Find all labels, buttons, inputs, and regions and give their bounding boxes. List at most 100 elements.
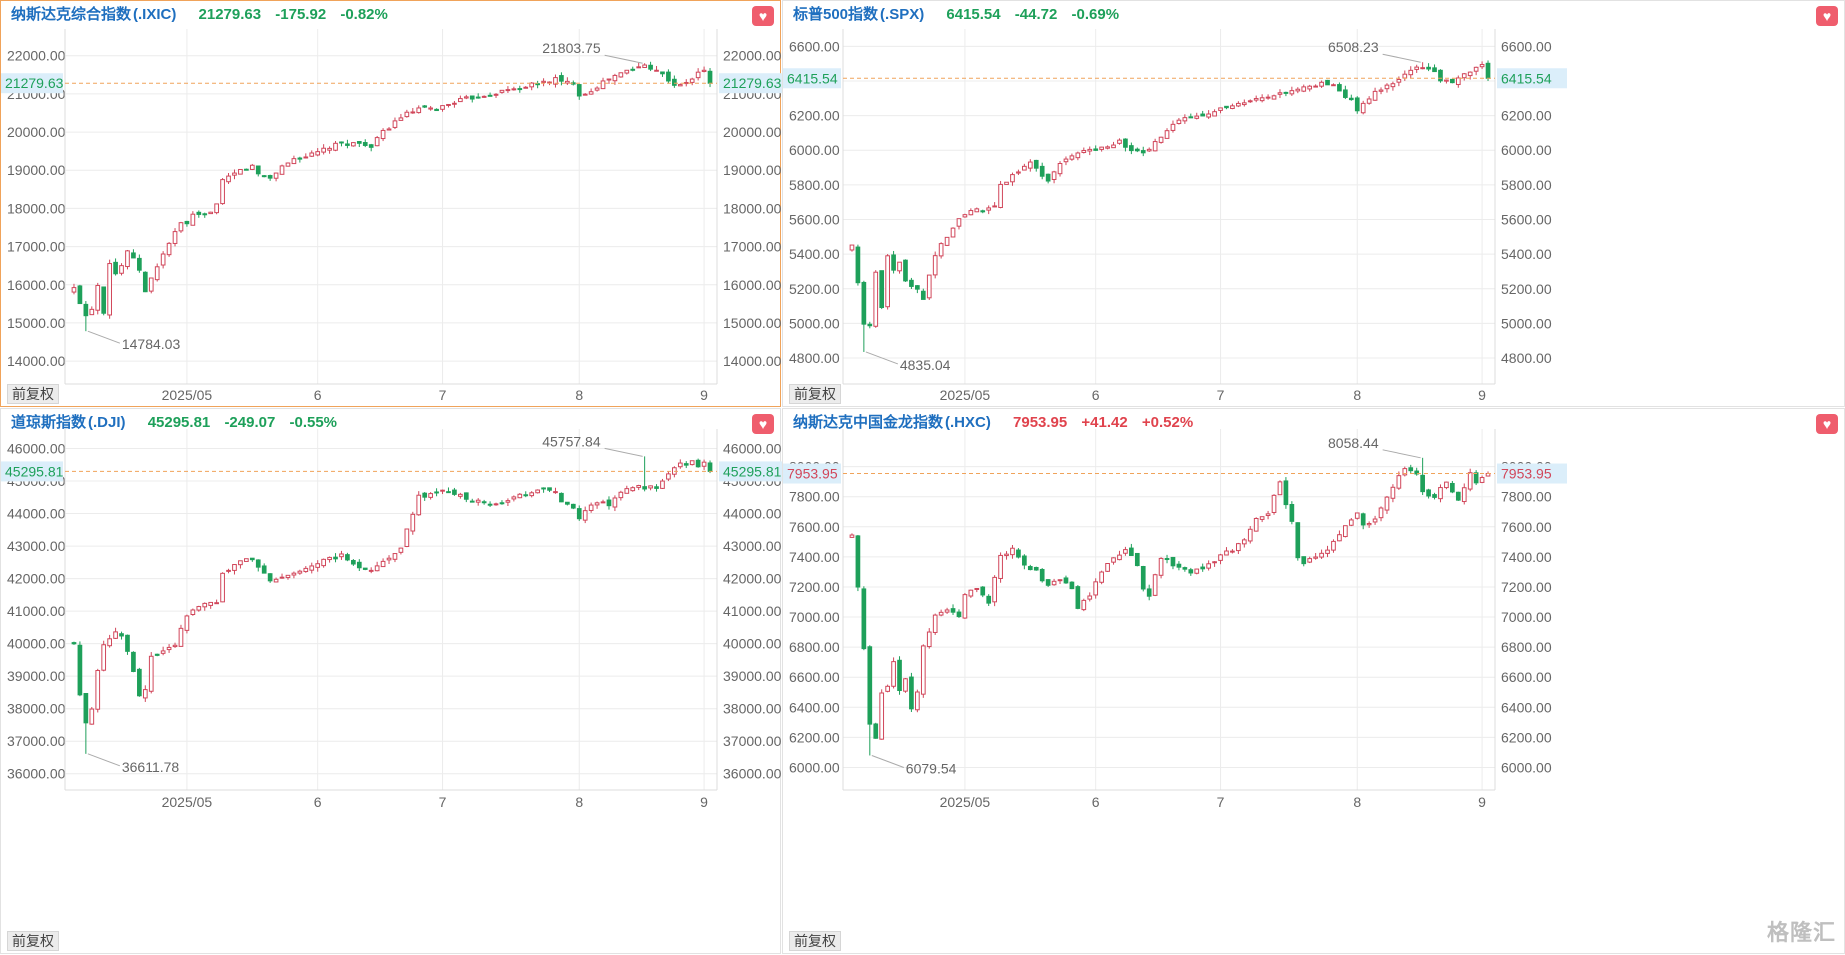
chart-panel-spx[interactable]: 标普500指数 (.SPX) 6415.54 -44.72 -0.69% ♥ 48… <box>782 0 1845 407</box>
candle-body <box>511 496 517 500</box>
candle-body <box>113 261 118 275</box>
candle-body <box>1069 581 1075 590</box>
index-change: +41.42 <box>1081 414 1128 431</box>
candle-body <box>119 265 124 274</box>
candle-body <box>1426 489 1431 497</box>
y-tick-label-right: 7200.00 <box>1501 579 1552 595</box>
y-tick-label-right: 18000.00 <box>723 200 782 216</box>
chart-panel-dji[interactable]: 道琼斯指数 (.DJI) 45295.81 -249.07 -0.55% ♥ 36… <box>0 408 789 955</box>
candle-body <box>1271 95 1277 100</box>
y-tick-label-right: 38000.00 <box>723 701 782 717</box>
low-annotation-leader <box>87 330 121 344</box>
adjust-price-button[interactable]: 前复权 <box>789 931 841 951</box>
candle-body <box>618 491 624 499</box>
candle-body <box>1087 595 1093 600</box>
candle-body <box>654 69 659 72</box>
candle-body <box>1325 79 1330 86</box>
y-tick-label-left: 14000.00 <box>7 353 66 369</box>
candle-body <box>244 558 249 562</box>
candle-body <box>368 144 374 148</box>
candle-body <box>463 96 469 99</box>
candle-body <box>1438 69 1443 82</box>
candle-body <box>1164 130 1170 139</box>
y-tick-label-right: 39000.00 <box>723 668 782 684</box>
y-tick-label-right: 42000.00 <box>723 571 782 587</box>
favorite-heart-icon[interactable]: ♥ <box>752 6 774 26</box>
candle-body <box>1241 539 1247 545</box>
candle-body <box>944 609 950 613</box>
candle-body <box>279 576 285 579</box>
candle-body <box>416 107 422 114</box>
candle-body <box>1010 547 1015 556</box>
chart-panel-hxc[interactable]: 纳斯达克中国金龙指数 (.HXC) 7953.95 +41.42 +0.52% ♥… <box>782 408 1845 954</box>
y-tick-label-right: 17000.00 <box>723 239 782 255</box>
adjust-price-button[interactable]: 前复权 <box>7 931 59 951</box>
candle-body <box>1158 136 1164 143</box>
favorite-heart-icon[interactable]: ♥ <box>1816 414 1838 434</box>
adjust-price-button[interactable]: 前复权 <box>789 384 841 404</box>
candlestick-chart[interactable]: 14000.00 14000.00 15000.00 15000.00 16000.00… <box>1 1 789 408</box>
candle-body <box>1194 568 1200 574</box>
candle-body <box>974 587 980 590</box>
candle-body <box>142 689 148 699</box>
candle-body <box>499 502 505 505</box>
candle-body <box>505 89 511 92</box>
candle-body <box>309 565 315 571</box>
candle-body <box>166 646 172 651</box>
x-tick-label: 6 <box>314 387 322 403</box>
candlestick-chart[interactable]: 36000.00 36000.00 37000.00 37000.00 38000.00… <box>1 409 789 955</box>
index-code: (.IXIC) <box>133 6 177 23</box>
index-name: 道琼斯指数 <box>11 414 87 431</box>
candle-body <box>392 553 398 560</box>
chart-panel-ixic[interactable]: 纳斯达克综合指数 (.IXIC) 21279.63 -175.92 -0.82% … <box>0 0 789 408</box>
candle-body <box>1343 89 1348 98</box>
favorite-heart-icon[interactable]: ♥ <box>1816 6 1838 26</box>
candle-body <box>636 485 642 488</box>
candle-body <box>695 459 701 468</box>
y-tick-label-right: 37000.00 <box>723 733 782 749</box>
last-price-tag-right <box>719 461 789 482</box>
candle-body <box>926 631 932 648</box>
candle-body <box>974 208 980 213</box>
candle-body <box>618 72 624 78</box>
candle-body <box>570 503 576 509</box>
y-tick-label-right: 16000.00 <box>723 277 782 293</box>
candle-body <box>1188 569 1194 574</box>
candle-body <box>273 578 279 583</box>
y-tick-label-right: 5000.00 <box>1501 315 1552 331</box>
candle-body <box>1265 96 1271 99</box>
candlestick-chart[interactable]: 4800.00 4800.00 5000.00 5000.00 5200.00 5200.… <box>783 1 1845 408</box>
y-tick-label-left: 6600.00 <box>789 38 840 54</box>
index-pct: -0.55% <box>289 414 338 431</box>
candle-body <box>493 503 499 506</box>
x-tick-label: 8 <box>1353 794 1361 810</box>
y-tick-label-left: 6600.00 <box>789 669 840 685</box>
candle-body <box>1051 171 1057 180</box>
y-tick-label-right: 14000.00 <box>723 353 782 369</box>
favorite-heart-icon[interactable]: ♥ <box>752 414 774 434</box>
candle-body <box>101 286 107 314</box>
adjust-price-button[interactable]: 前复权 <box>7 384 59 404</box>
candle-body <box>1063 158 1069 163</box>
candle-body <box>386 557 392 561</box>
candle-body <box>172 644 178 648</box>
high-annotation: 21803.75 <box>542 40 601 56</box>
candlestick-chart[interactable]: 6000.00 6000.00 6200.00 6200.00 6400.00 6400.… <box>783 409 1845 955</box>
candle-body <box>873 271 879 327</box>
candle-body <box>1319 81 1324 87</box>
index-name: 标普500指数 <box>793 6 879 23</box>
high-annotation: 6508.23 <box>1328 39 1379 55</box>
candle-body <box>1146 588 1152 597</box>
candle-body <box>398 117 404 121</box>
candle-body <box>291 158 297 165</box>
candle-body <box>1414 66 1420 70</box>
candle-body <box>1402 73 1408 79</box>
x-tick-label: 2025/05 <box>940 387 991 403</box>
candle-body <box>576 84 582 97</box>
index-name: 纳斯达克综合指数 <box>11 6 132 23</box>
last-price-label-left: 45295.81 <box>5 463 64 479</box>
candle-body <box>1022 555 1027 566</box>
candle-body <box>475 499 481 503</box>
candle-body <box>517 493 523 499</box>
candle-body <box>950 608 956 613</box>
